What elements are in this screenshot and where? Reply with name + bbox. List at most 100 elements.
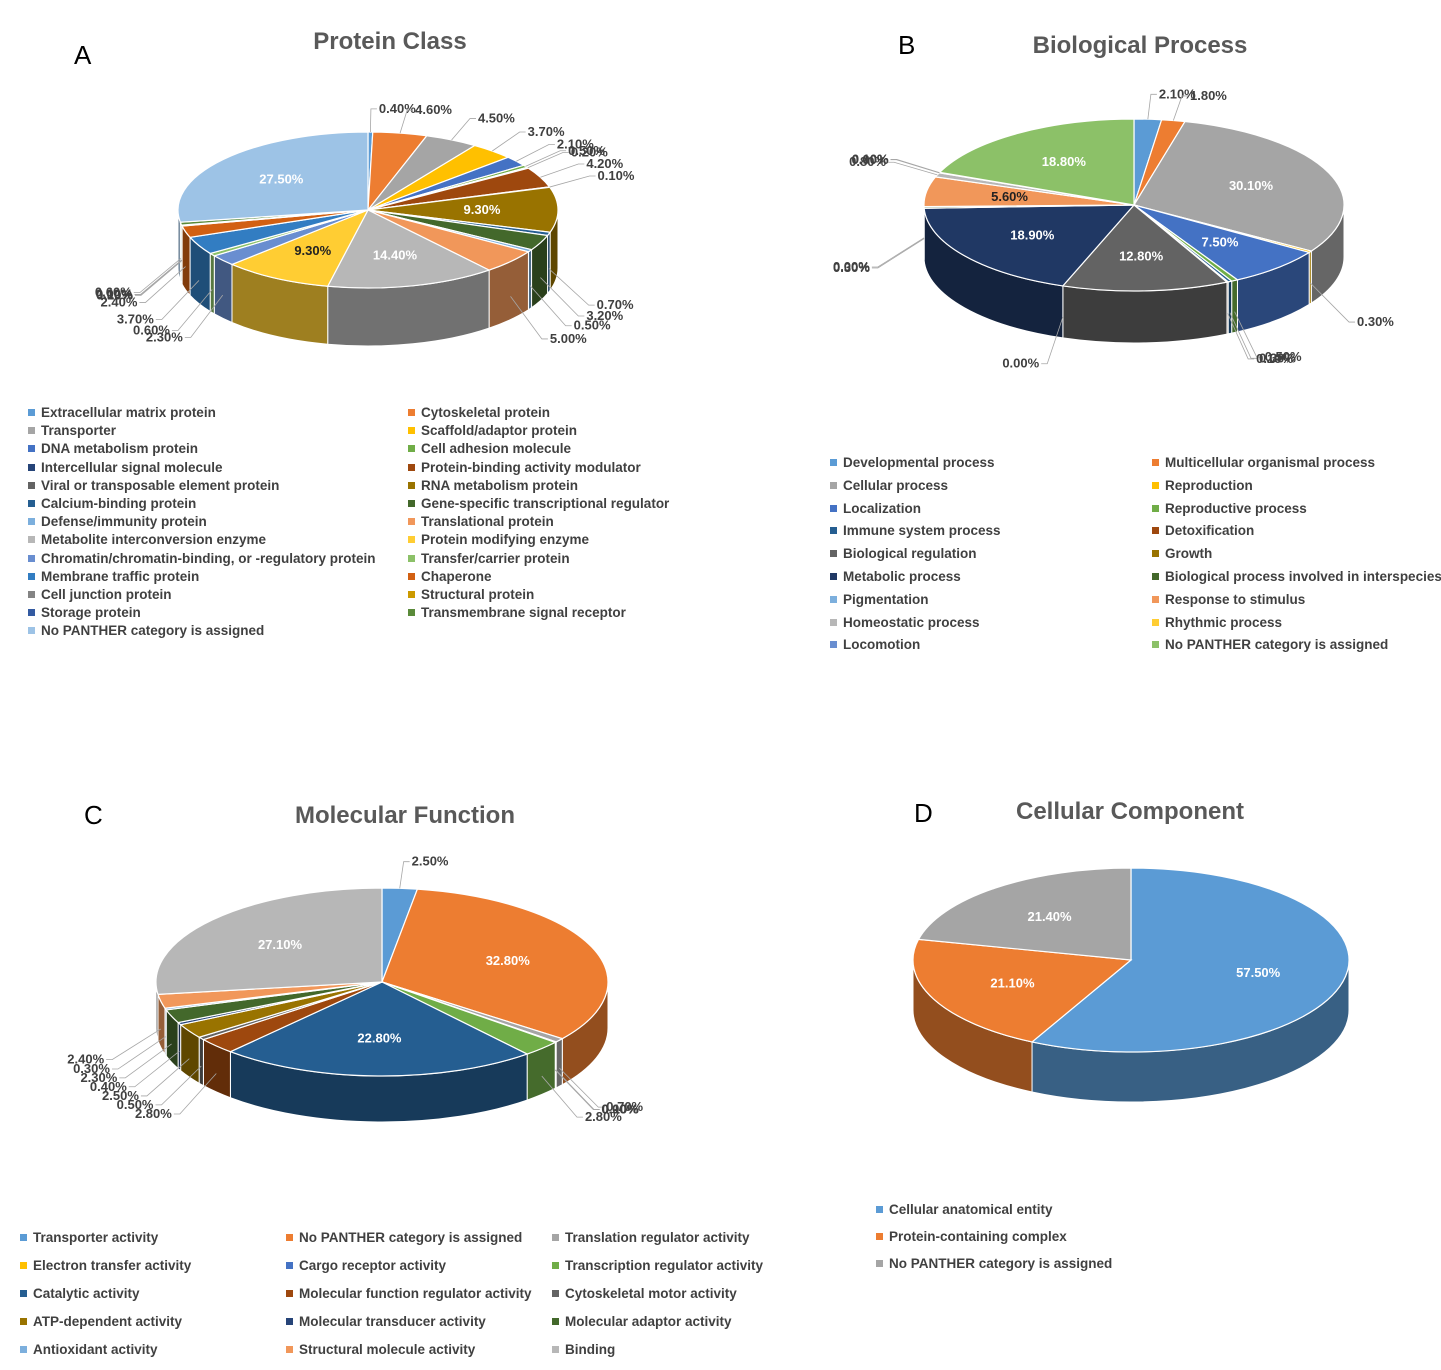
panel-letter: C [84,800,103,830]
leader-line [516,144,555,162]
legend-item: Homeostatic process [830,615,980,630]
data-label: 1.80% [1190,88,1227,103]
legend-label: Storage protein [41,605,141,621]
legend-item: Extracellular matrix protein [28,405,216,420]
legend-swatch [286,1234,293,1241]
legend-item: Molecular transducer activity [286,1314,486,1329]
legend-swatch [408,409,415,416]
pie-slice-14 [155,887,383,995]
legend-label: Rhythmic process [1165,614,1283,630]
pie-side-17 [209,252,215,315]
leader-line [106,1028,162,1061]
data-label: 5.00% [550,331,587,346]
legend-item: Cargo receptor activity [286,1258,446,1273]
panel-letter: B [898,30,916,60]
panel-letter: D [914,798,933,828]
legend-label: Transporter activity [33,1230,159,1245]
legend-swatch [1152,504,1159,512]
panel-a: A Protein Class 0.40% 4.60% 4.50% 3.70% 2.10… [0,0,720,660]
legend-item: Translational protein [408,514,554,529]
legend-swatch [408,445,415,453]
legend-item: Response to stimulus [1152,592,1305,607]
legend-label: Protein-containing complex [889,1229,1067,1244]
legend-item: Cytoskeletal protein [408,405,550,420]
legend-label: Catalytic activity [33,1286,140,1301]
legend-item: Transporter [28,423,116,438]
panel-d: D Cellular Component 57.50% 21.10% 21.40% … [790,790,1441,1290]
leader-line [541,1075,583,1118]
legend-label: Detoxification [1165,523,1255,539]
legend-item: No PANTHER category is assigned [1152,637,1388,652]
data-label: 2.80% [585,1109,622,1124]
data-label: 0.70% [606,1099,643,1114]
legend-item: Cellular process [830,478,948,493]
leader-line [184,294,224,338]
data-label: 4.20% [586,156,623,171]
leader-line [155,280,200,320]
data-label: 27.10% [258,937,303,952]
legend-item: ATP-dependent activity [20,1314,182,1329]
legend-label: Protein modifying enzyme [421,532,590,548]
data-label: 5.60% [991,189,1028,204]
legend-swatch [28,445,35,453]
data-labels: 57.50% 21.10% 21.40% [990,909,1280,991]
data-label: 2.40% [67,1052,104,1067]
legend-label: DNA metabolism protein [41,441,199,457]
legend-label: Pigmentation [843,591,929,607]
pie-chart-molecular-function: 2.50%32.80%0.70%0.10%0.00%2.80%22.80%2.8… [67,854,643,1124]
pie-slice-8 [1061,204,1229,292]
legend-swatch [552,1290,559,1297]
leader-line [399,861,410,889]
legend-label: Cell junction protein [41,587,172,602]
data-label: 7.50% [1202,235,1239,250]
legend-swatch [28,500,35,507]
legend-label: Membrane traffic protein [41,568,200,584]
legend-label: Response to stimulus [1165,591,1306,607]
data-label: 57.50% [1236,965,1281,980]
legend-label: Molecular transducer activity [299,1314,486,1329]
legend-swatch [408,554,415,562]
leader-line [1309,282,1356,323]
leader-line [134,259,182,295]
legend-label: Translation regulator activity [565,1230,750,1245]
data-label: 2.30% [80,1070,117,1085]
leader-line [1147,93,1157,120]
leader-line [871,238,925,269]
legend-label: Biological process involved in interspec… [1165,569,1441,584]
data-label: 0.50% [1265,349,1302,364]
legend-item: Defense/immunity protein [28,514,207,529]
leader-line [890,159,940,174]
legend-item: Molecular adaptor activity [552,1314,732,1329]
legend-label: Structural protein [421,587,535,602]
legend-swatch [408,572,415,580]
legend-item: Localization [830,501,921,516]
legend: Developmental process Multicellular organ… [830,455,1441,665]
data-label: 0.60% [133,322,170,337]
legend-swatch [830,641,837,649]
leader-line [1229,312,1258,359]
data-label: 3.20% [586,308,623,323]
data-label: 0.00% [852,152,889,167]
legend-swatch [1152,550,1159,558]
data-label: 21.10% [990,975,1035,990]
legend-item: Detoxification [1152,523,1254,538]
data-label: 27.50% [259,172,304,187]
data-labels: 0.40% 4.60%4.50%3.70%2.10%0.50%0.20%4.20%… [95,101,635,346]
panel-c: C Molecular Function 2.50% 32.80% 0.70% 0.1… [0,790,790,1370]
pie-side-2 [555,1037,563,1089]
legend-swatch [286,1262,293,1269]
legend-item: DNA metabolism protein [28,441,198,456]
leader-line [525,150,567,167]
legend-item: Rhythmic process [1152,615,1282,630]
legend-swatch [28,554,35,562]
legend-label: Electron transfer activity [33,1258,192,1273]
leader-line [128,1050,180,1088]
data-label: 0.00% [96,286,133,301]
legend-item: Cell adhesion molecule [408,441,571,456]
legend-item: Electron transfer activity [20,1258,191,1273]
legend-item: Chromatin/chromatin-binding, or -regulat… [28,551,376,566]
pie-slice-9 [367,186,559,233]
leader-line [890,159,940,173]
legend-item: Developmental process [830,455,995,470]
legend-label: Metabolic process [843,569,961,584]
